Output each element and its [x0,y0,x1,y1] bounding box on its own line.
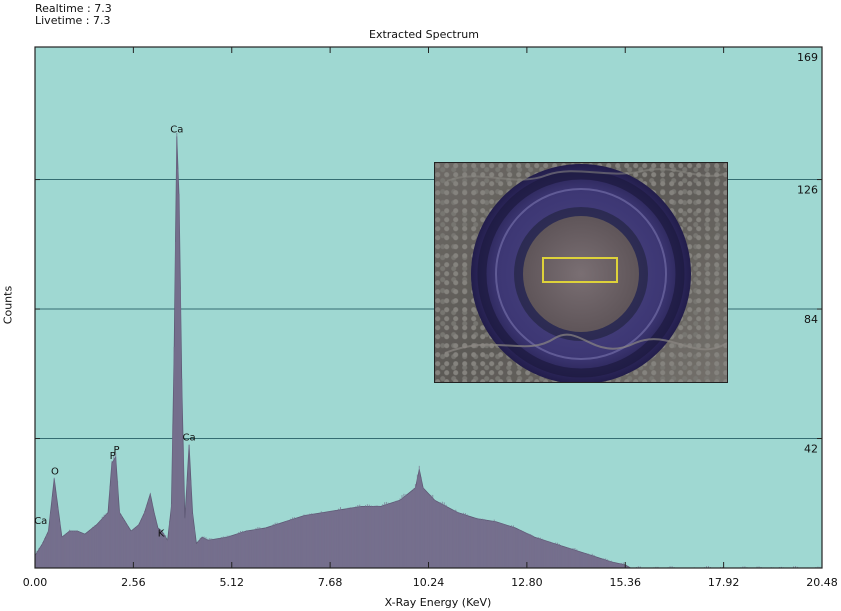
x-tick-label-0.00: 0.00 [23,576,48,589]
x-tick-label-12.80: 12.80 [511,576,543,589]
selection-rectangle [542,257,618,283]
y-tick-label-126: 126 [797,184,818,197]
peak-label-6: Ca [183,433,196,444]
sample-image-inset [434,162,728,383]
x-tick-label-20.48: 20.48 [806,576,838,589]
y-tick-label-42: 42 [804,443,818,456]
realtime-readout: Realtime : 7.3 [35,2,112,15]
sample-image [435,163,727,382]
x-tick-label-5.12: 5.12 [220,576,245,589]
x-tick-label-7.68: 7.68 [318,576,343,589]
y-axis-label: Counts [1,285,15,325]
peak-label-5: Ca [170,124,183,135]
peak-label-1: O [51,467,59,478]
y-tick-label-169: 169 [797,51,818,64]
livetime-readout: Livetime : 7.3 [35,14,111,27]
y-tick-label-84: 84 [804,313,818,326]
chart-title: Extracted Spectrum [369,28,479,41]
x-tick-label-17.92: 17.92 [708,576,740,589]
x-tick-label-2.56: 2.56 [121,576,146,589]
peak-label-3: P [113,445,119,456]
peak-label-0: Ca [34,516,47,527]
peak-label-4: K [158,528,165,539]
x-tick-label-10.24: 10.24 [413,576,445,589]
peak-label-2: P [110,451,116,462]
x-axis-label: X-Ray Energy (KeV) [384,596,492,609]
x-tick-label-15.36: 15.36 [610,576,642,589]
